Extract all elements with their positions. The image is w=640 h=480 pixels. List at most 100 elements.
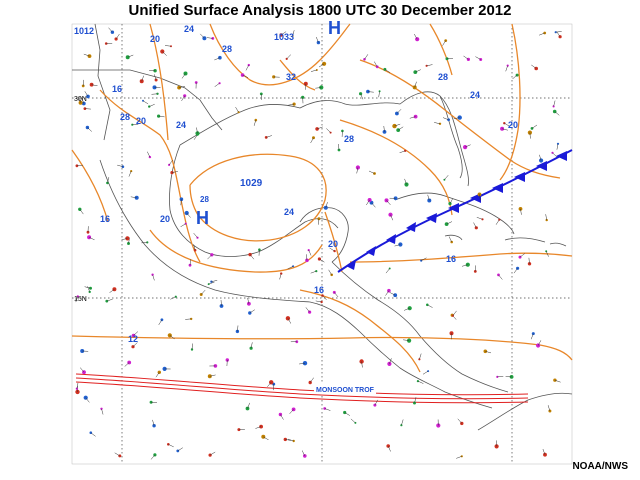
wind-barb <box>301 450 306 457</box>
wind-barb <box>329 247 335 252</box>
wind-barb <box>250 342 253 349</box>
wind-barb <box>318 218 320 225</box>
wind-barb <box>386 200 391 206</box>
wind-barb <box>519 253 525 258</box>
wind-barb <box>461 264 468 267</box>
wind-barb <box>158 319 163 326</box>
station-marker <box>387 288 391 293</box>
wind-barb <box>299 362 306 365</box>
wind-barb <box>208 281 215 285</box>
wind-barb <box>214 57 220 61</box>
wind-barb <box>181 95 185 102</box>
wind-barb <box>133 331 139 336</box>
wind-barb <box>247 297 250 304</box>
station-marker <box>106 181 109 185</box>
wind-barb <box>456 456 462 459</box>
wind-barb <box>247 402 250 409</box>
wind-barb <box>191 343 193 350</box>
wind-barb <box>324 408 331 411</box>
wind-barb <box>91 84 98 87</box>
wind-barb <box>84 108 91 110</box>
wind-barb <box>545 251 549 257</box>
station-marker <box>388 212 393 217</box>
wind-barb <box>245 64 250 71</box>
wind-barb <box>106 298 113 302</box>
wind-barb <box>422 370 429 375</box>
wind-barb <box>449 198 454 204</box>
wind-barb <box>319 258 325 263</box>
wind-barb <box>193 134 198 140</box>
wind-barb <box>463 55 469 60</box>
cold-front-icon <box>337 149 573 273</box>
high-pressure-icon: H <box>196 208 209 228</box>
wind-barb <box>108 27 113 33</box>
wind-barb <box>237 325 239 332</box>
wind-barb <box>158 115 165 118</box>
wind-barb <box>401 419 404 426</box>
wind-barb <box>389 292 396 296</box>
wind-barb <box>317 126 323 130</box>
wind-barb <box>476 217 483 220</box>
trough-label-bg <box>314 384 376 394</box>
cuba-coastline <box>394 192 515 235</box>
wind-barb <box>452 310 457 316</box>
wind-barb <box>154 74 157 81</box>
wind-barb <box>398 126 404 131</box>
wind-barb <box>334 292 339 298</box>
isobar-f <box>149 229 323 273</box>
wind-barb <box>75 296 79 303</box>
wind-barb <box>207 254 212 260</box>
mexico-gulf-coastline <box>169 144 339 257</box>
isobar-b <box>209 23 351 86</box>
wind-barb <box>552 152 558 158</box>
wind-barb <box>485 351 492 354</box>
wind-barb <box>415 69 421 73</box>
station-marker <box>283 437 287 442</box>
station-marker <box>285 316 291 321</box>
wind-barb <box>350 418 356 424</box>
wind-barb <box>206 37 213 39</box>
station-marker <box>556 142 560 145</box>
wind-barb <box>87 127 92 132</box>
isobar-label: 20 <box>150 34 160 44</box>
isobar-label: 20 <box>160 214 170 224</box>
antilles-coastline <box>504 237 567 247</box>
wind-barb <box>390 214 394 221</box>
wind-barb <box>280 414 284 420</box>
coastlines <box>72 23 573 431</box>
wind-barb <box>361 361 363 368</box>
station-marker <box>240 73 245 77</box>
isobar-c <box>279 59 316 91</box>
isobar-label: 24 <box>184 24 194 34</box>
isobar-j <box>499 23 521 181</box>
wind-barb <box>115 33 120 40</box>
wind-barb <box>253 120 257 126</box>
isobar-label: 20 <box>508 120 518 130</box>
wind-barb <box>414 397 417 404</box>
isobar-label-1033: 1033 <box>274 32 294 42</box>
wind-barb <box>142 100 149 105</box>
wind-barb <box>448 236 452 243</box>
baja-coastline <box>94 23 111 141</box>
wind-barb <box>310 69 317 72</box>
wind-barb <box>147 151 151 158</box>
wind-barb <box>421 257 427 261</box>
wind-barb <box>387 445 391 452</box>
wind-barb <box>180 223 186 228</box>
wind-barb <box>326 128 331 133</box>
wind-barb <box>545 214 547 221</box>
wind-barb <box>322 295 327 301</box>
wind-barb <box>419 353 422 360</box>
wind-barb <box>442 40 446 46</box>
wind-barb <box>426 64 433 67</box>
wind-barb <box>378 91 380 98</box>
station-marker <box>303 454 307 458</box>
wind-barb <box>80 367 85 373</box>
wind-barb <box>310 137 314 144</box>
wind-barb <box>141 242 148 244</box>
wind-barb <box>83 53 90 57</box>
isobar-e <box>71 149 109 223</box>
yucatan-coastline <box>299 207 349 263</box>
wind-barb <box>505 65 508 72</box>
